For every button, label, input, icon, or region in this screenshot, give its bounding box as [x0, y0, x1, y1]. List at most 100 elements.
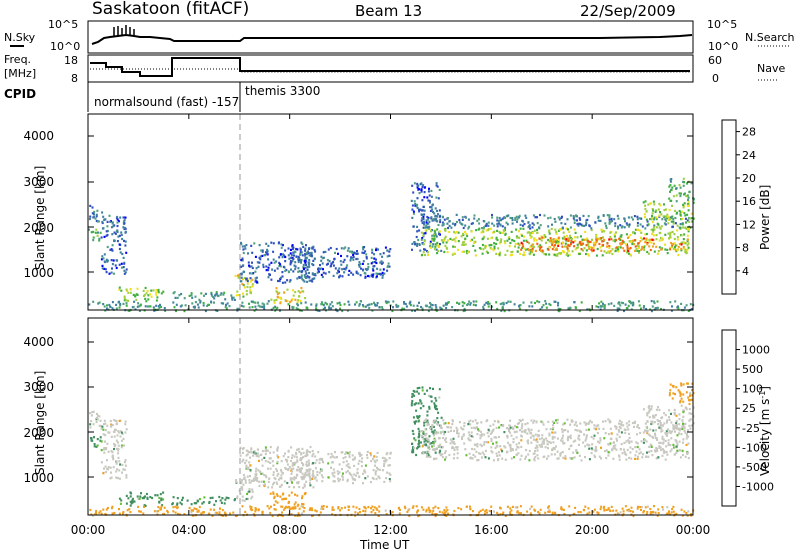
range-gate-cell — [507, 427, 510, 430]
range-gate-cell — [264, 449, 267, 452]
range-gate-cell — [539, 224, 542, 227]
range-gate-cell — [440, 446, 443, 449]
range-gate-cell — [321, 480, 324, 483]
range-gate-cell — [469, 302, 472, 305]
range-gate-cell — [607, 303, 610, 306]
range-gate-cell — [445, 506, 448, 509]
range-gate-cell — [557, 238, 560, 242]
range-gate-cell — [112, 225, 115, 228]
range-gate-cell — [284, 260, 287, 263]
range-gate-cell — [266, 302, 269, 305]
range-gate-cell — [279, 476, 282, 480]
range-gate-cell — [491, 431, 493, 434]
range-gate-cell — [556, 418, 559, 421]
range-gate-cell — [293, 486, 295, 489]
range-gate-cell — [308, 271, 310, 275]
range-gate-cell — [320, 259, 323, 262]
range-gate-cell — [421, 389, 424, 392]
range-gate-cell — [429, 301, 431, 305]
range-gate-cell — [237, 274, 239, 277]
range-gate-cell — [129, 495, 132, 498]
range-gate-cell — [673, 242, 676, 245]
range-gate-cell — [672, 222, 675, 225]
range-gate-cell — [470, 222, 473, 225]
range-gate-cell — [473, 426, 476, 429]
range-gate-cell — [302, 477, 305, 480]
range-gate-cell — [455, 446, 458, 449]
range-gate-cell — [304, 249, 307, 252]
range-gate-cell — [423, 421, 426, 424]
range-gate-cell — [267, 300, 270, 303]
range-gate-cell — [152, 289, 155, 292]
range-gate-cell — [531, 247, 534, 250]
range-gate-cell — [514, 245, 516, 248]
range-gate-cell — [192, 509, 195, 512]
range-gate-cell — [616, 433, 619, 436]
range-gate-cell — [589, 240, 592, 244]
range-gate-cell — [122, 468, 125, 471]
range-gate-cell — [258, 261, 261, 264]
range-gate-cell — [671, 204, 673, 207]
range-gate-cell — [291, 481, 293, 484]
range-gate-cell — [322, 307, 325, 310]
range-gate-cell — [290, 491, 293, 494]
range-gate-cell — [528, 429, 531, 432]
range-gate-cell — [110, 476, 113, 479]
range-gate-cell — [181, 496, 184, 499]
range-gate-cell — [668, 208, 671, 211]
range-gate-cell — [356, 250, 358, 253]
range-gate-cell — [544, 300, 547, 303]
range-gate-cell — [418, 210, 421, 213]
range-gate-cell — [448, 230, 451, 234]
range-gate-cell — [651, 214, 653, 218]
range-gate-cell — [300, 309, 303, 312]
range-gate-cell — [301, 290, 304, 293]
range-gate-cell — [311, 263, 314, 266]
range-gate-cell — [680, 384, 683, 387]
range-gate-cell — [596, 247, 599, 251]
range-gate-cell — [653, 421, 656, 424]
range-gate-cell — [218, 513, 221, 516]
range-gate-cell — [180, 503, 183, 506]
range-gate-cell — [383, 464, 385, 468]
range-gate-cell — [251, 488, 254, 491]
range-gate-cell — [532, 452, 535, 455]
range-gate-cell — [438, 215, 441, 218]
range-gate-cell — [245, 289, 248, 293]
range-gate-cell — [519, 304, 522, 307]
range-gate-cell — [675, 194, 678, 197]
range-gate-cell — [482, 227, 485, 230]
range-gate-cell — [585, 244, 588, 247]
range-gate-cell — [302, 475, 304, 479]
range-gate-cell — [515, 436, 518, 439]
range-gate-cell — [628, 436, 631, 439]
range-gate-cell — [420, 402, 423, 405]
range-gate-cell — [418, 445, 421, 448]
range-gate-cell — [311, 247, 314, 250]
range-gate-cell — [425, 305, 428, 308]
range-gate-cell — [536, 440, 539, 444]
range-gate-cell — [419, 407, 422, 410]
range-gate-cell — [652, 242, 655, 245]
range-gate-cell — [604, 420, 607, 423]
range-gate-cell — [516, 510, 519, 513]
range-gate-cell — [364, 276, 367, 279]
range-gate-cell — [434, 207, 437, 210]
range-gate-cell — [456, 456, 459, 460]
range-gate-cell — [245, 466, 248, 469]
range-gate-cell — [308, 462, 310, 465]
range-gate-cell — [526, 432, 529, 435]
range-gate-cell — [583, 238, 586, 241]
range-gate-cell — [542, 423, 545, 426]
range-gate-cell — [191, 296, 194, 299]
range-gate-cell — [304, 247, 307, 250]
range-gate-cell — [261, 472, 264, 475]
velocity-colorbar-frame — [721, 329, 737, 507]
range-gate-cell — [483, 443, 486, 446]
range-gate-cell — [337, 269, 340, 272]
range-gate-cell — [284, 281, 287, 284]
range-gate-cell — [363, 246, 366, 249]
range-gate-cell — [669, 233, 672, 236]
range-gate-cell — [496, 229, 499, 232]
range-gate-cell — [563, 442, 566, 445]
